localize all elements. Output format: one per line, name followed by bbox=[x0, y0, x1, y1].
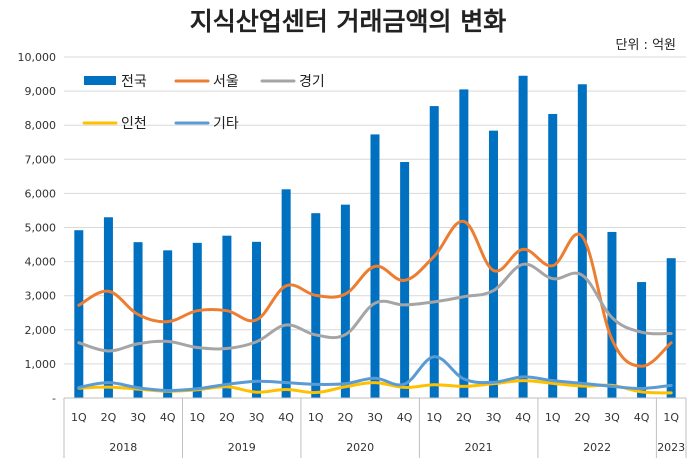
legend-label: 인천 bbox=[121, 116, 147, 132]
bar bbox=[577, 84, 587, 398]
x-tick-label: 1Q bbox=[71, 411, 87, 424]
x-year-label: 2021 bbox=[465, 441, 493, 454]
legend-label: 경기 bbox=[299, 74, 325, 90]
unit-label: 단위 : 억원 bbox=[616, 38, 677, 53]
x-tick-label: 4Q bbox=[397, 411, 413, 424]
legend-swatch bbox=[84, 76, 116, 85]
y-tick-label: 2,000 bbox=[25, 324, 57, 337]
x-tick-label: 1Q bbox=[189, 411, 205, 424]
x-tick-label: 3Q bbox=[130, 411, 146, 424]
y-tick-label: 4,000 bbox=[25, 256, 57, 269]
x-tick-label: 1Q bbox=[426, 411, 442, 424]
x-tick-label: 4Q bbox=[634, 411, 650, 424]
bar bbox=[637, 282, 647, 398]
x-tick-label: 3Q bbox=[249, 411, 265, 424]
chart-title: 지식산업센터 거래금액의 변화 bbox=[190, 7, 506, 36]
x-year-label: 2023 bbox=[657, 441, 685, 454]
y-tick-label: 9,000 bbox=[25, 85, 57, 98]
x-tick-label: 2Q bbox=[338, 411, 354, 424]
bar bbox=[103, 217, 113, 398]
x-tick-label: 1Q bbox=[545, 411, 561, 424]
y-tick-label: 10,000 bbox=[18, 51, 57, 64]
bar bbox=[488, 130, 498, 398]
x-tick-label: 1Q bbox=[308, 411, 324, 424]
bar bbox=[459, 89, 469, 399]
x-year-label: 2022 bbox=[583, 441, 611, 454]
bar bbox=[666, 258, 676, 398]
y-tick-label: 1,000 bbox=[25, 358, 57, 371]
x-year-label: 2018 bbox=[109, 441, 137, 454]
y-tick-label: 6,000 bbox=[25, 187, 57, 200]
x-tick-label: 3Q bbox=[486, 411, 502, 424]
bar bbox=[607, 231, 617, 398]
x-tick-label: 2Q bbox=[101, 411, 117, 424]
x-year-label: 2020 bbox=[346, 441, 374, 454]
x-tick-label: 2Q bbox=[456, 411, 472, 424]
x-tick-label: 2Q bbox=[219, 411, 235, 424]
bar bbox=[163, 250, 173, 398]
y-tick-label: 7,000 bbox=[25, 153, 57, 166]
x-tick-label: 4Q bbox=[278, 411, 294, 424]
bar bbox=[518, 75, 528, 398]
bar bbox=[133, 242, 143, 398]
series-line-경기 bbox=[77, 262, 673, 353]
series-line-서울 bbox=[77, 219, 673, 368]
x-tick-label: 1Q bbox=[663, 411, 679, 424]
bar bbox=[222, 235, 232, 398]
bar bbox=[74, 230, 84, 398]
y-tick-label: 3,000 bbox=[25, 290, 57, 303]
bar bbox=[281, 189, 291, 398]
bar bbox=[340, 204, 350, 398]
bar bbox=[192, 242, 202, 398]
series-line-기타 bbox=[77, 355, 673, 393]
legend-label: 서울 bbox=[213, 74, 239, 90]
bar bbox=[548, 113, 558, 399]
x-tick-label: 3Q bbox=[604, 411, 620, 424]
y-tick-label: - bbox=[52, 392, 56, 405]
legend-label: 전국 bbox=[121, 74, 147, 90]
bar bbox=[311, 213, 321, 398]
legend-label: 기타 bbox=[213, 116, 239, 132]
y-tick-label: 8,000 bbox=[25, 119, 57, 132]
bar-series bbox=[74, 75, 676, 399]
y-tick-label: 5,000 bbox=[25, 222, 57, 235]
x-tick-label: 2Q bbox=[574, 411, 590, 424]
x-year-label: 2019 bbox=[228, 441, 256, 454]
y-axis: - 1,000 2,000 3,000 4,000 5,000 6,000 7,000 8,00… bbox=[18, 51, 57, 405]
x-tick-label: 4Q bbox=[160, 411, 176, 424]
bar bbox=[429, 106, 439, 398]
x-tick-label: 3Q bbox=[367, 411, 383, 424]
line-series bbox=[77, 219, 673, 395]
x-tick-label: 4Q bbox=[515, 411, 531, 424]
x-axis: 1Q 2Q 3Q 4Q 1Q 2Q 3Q 4Q 1Q 2Q 3Q 4Q 1Q 2Q 3Q 4Q 1Q 2Q 3Q 4Q… bbox=[63, 397, 687, 458]
